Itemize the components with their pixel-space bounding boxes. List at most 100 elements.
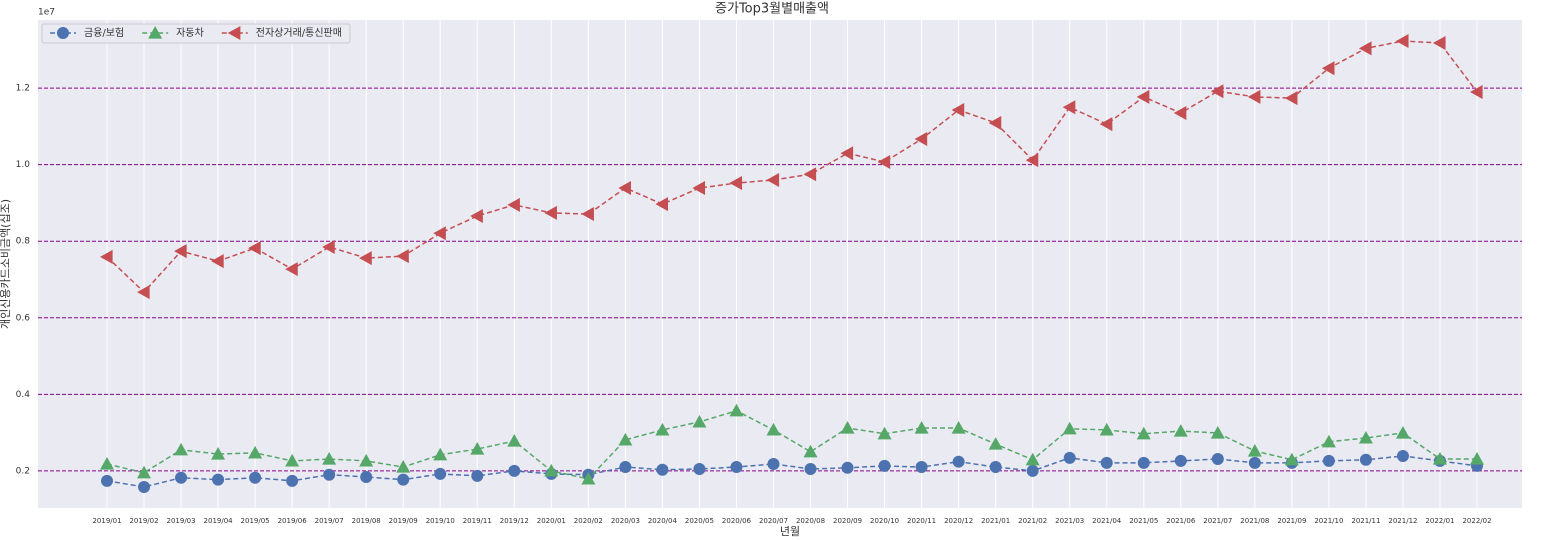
data-point xyxy=(174,442,189,456)
data-point xyxy=(989,461,1002,474)
data-point xyxy=(544,205,557,220)
legend-box xyxy=(41,23,351,44)
data-point xyxy=(877,154,891,169)
data-point xyxy=(655,197,669,212)
data-point xyxy=(581,471,596,485)
x-tick-label: 2020/06 xyxy=(722,517,752,525)
data-point xyxy=(1395,34,1409,49)
data-point xyxy=(729,176,743,191)
data-point xyxy=(544,463,559,477)
data-point xyxy=(322,239,335,254)
data-point xyxy=(360,470,373,483)
data-point xyxy=(692,181,706,196)
x-tick-label: 2021/03 xyxy=(1055,517,1084,525)
x-tick-label: 2019/05 xyxy=(241,517,270,525)
x-tick-label: 2022/02 xyxy=(1462,517,1491,525)
x-tick-label: 2019/09 xyxy=(389,517,418,525)
data-point xyxy=(988,437,1003,450)
x-tick-label: 2020/12 xyxy=(944,517,973,525)
x-tick-label: 2021/11 xyxy=(1351,517,1380,525)
x-tick-label: 2021/07 xyxy=(1203,517,1232,525)
y-tick-label: 1.0 xyxy=(16,160,31,170)
data-point xyxy=(1470,452,1484,465)
data-point xyxy=(952,455,965,468)
x-tick-label: 2021/06 xyxy=(1166,517,1196,525)
y-tick-label: 1.2 xyxy=(16,84,30,94)
data-point xyxy=(1211,453,1224,466)
x-tick-label: 2021/08 xyxy=(1240,517,1269,525)
data-point xyxy=(434,467,447,480)
legend-label: 전자상거래/통신판매 xyxy=(256,27,342,39)
data-point xyxy=(656,463,669,476)
data-point xyxy=(1173,106,1187,121)
data-point xyxy=(1284,91,1298,106)
data-point xyxy=(100,249,113,264)
data-point xyxy=(285,453,300,467)
y-tick-label: 0.4 xyxy=(16,390,31,400)
x-tick-label: 2019/02 xyxy=(129,517,158,525)
data-point xyxy=(433,447,448,461)
y-tick-label: 0.8 xyxy=(16,237,31,247)
data-point xyxy=(1173,424,1188,437)
x-tick-label: 2020/02 xyxy=(574,517,603,525)
x-tick-label: 2021/09 xyxy=(1277,517,1306,525)
data-point xyxy=(1099,422,1114,436)
data-point xyxy=(840,146,854,161)
x-tick-label: 2020/08 xyxy=(796,517,825,525)
x-tick-label: 2019/07 xyxy=(315,517,344,525)
x-tick-label: 2021/10 xyxy=(1314,517,1343,525)
x-tick-label: 2020/04 xyxy=(648,517,678,525)
data-point xyxy=(1247,89,1261,104)
data-point xyxy=(766,172,780,187)
data-point xyxy=(655,422,670,436)
plot-area xyxy=(38,20,1522,508)
legend-label: 자동차 xyxy=(176,27,204,39)
y-tick-label: 0.2 xyxy=(16,466,30,476)
data-point xyxy=(730,461,743,474)
data-point xyxy=(803,444,818,458)
x-tick-label: 2020/03 xyxy=(611,517,640,525)
data-point xyxy=(100,456,114,470)
x-tick-label: 2021/01 xyxy=(981,517,1010,525)
data-point xyxy=(174,244,187,259)
data-point xyxy=(249,471,262,484)
series-line xyxy=(106,40,1478,294)
data-point xyxy=(692,414,707,428)
x-tick-label: 2019/04 xyxy=(204,517,234,525)
data-point xyxy=(1396,449,1409,462)
data-point xyxy=(1432,35,1446,50)
data-point xyxy=(470,208,483,223)
data-point xyxy=(471,469,484,482)
data-point xyxy=(841,461,854,474)
data-point xyxy=(581,207,594,222)
data-point xyxy=(1210,84,1224,99)
x-tick-label: 2019/01 xyxy=(92,517,121,525)
data-point xyxy=(803,167,817,182)
x-tick-label: 2021/04 xyxy=(1092,517,1122,525)
data-point xyxy=(1026,464,1039,477)
data-point xyxy=(1321,434,1336,448)
x-tick-label: 2020/07 xyxy=(759,517,788,525)
x-tick-label: 2019/11 xyxy=(463,517,492,525)
legend: 금융/보험 자동차 전자상거래/통신판매 xyxy=(41,23,351,44)
x-tick-label: 2021/05 xyxy=(1129,517,1158,525)
data-point xyxy=(1100,456,1113,469)
data-point xyxy=(1358,430,1373,444)
data-point xyxy=(877,426,892,440)
data-point xyxy=(433,226,446,241)
data-point xyxy=(1247,443,1262,457)
data-point xyxy=(914,421,929,434)
data-point xyxy=(1322,454,1335,467)
data-point xyxy=(1284,452,1299,466)
data-point xyxy=(1136,426,1151,440)
data-point xyxy=(322,452,337,465)
y-offset-label: 1e7 xyxy=(38,8,55,18)
x-axis-label: 년월 xyxy=(780,525,800,538)
data-point xyxy=(507,434,522,447)
data-point xyxy=(1358,41,1372,56)
data-point xyxy=(1359,453,1372,466)
x-tick-label: 2020/09 xyxy=(833,517,862,525)
data-point xyxy=(138,480,151,493)
x-tick-label: 2019/08 xyxy=(352,517,381,525)
